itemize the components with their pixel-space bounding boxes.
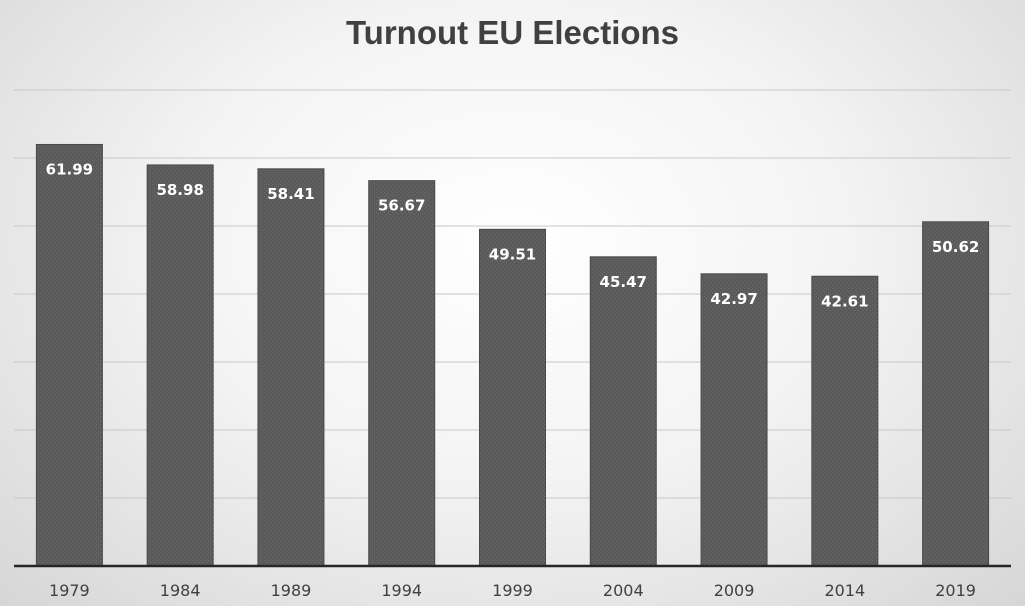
bar-1989 — [257, 168, 325, 567]
data-label-2014: 42.61 — [821, 292, 868, 310]
data-label-2019: 50.62 — [932, 238, 979, 256]
x-tick-label-1984: 1984 — [160, 581, 201, 600]
x-tick-label-2019: 2019 — [935, 581, 976, 600]
x-tick-label-1989: 1989 — [271, 581, 312, 600]
bar-2014 — [811, 275, 879, 567]
bar-2019 — [922, 221, 990, 567]
bar-2004 — [589, 256, 657, 567]
bar-1979 — [35, 143, 103, 567]
data-label-2009: 42.97 — [710, 290, 757, 308]
x-tick-label-1999: 1999 — [492, 581, 533, 600]
data-label-1999: 49.51 — [489, 245, 536, 263]
bar-1994 — [368, 180, 436, 567]
bars — [35, 143, 990, 567]
chart-title: Turnout EU Elections — [345, 14, 680, 51]
data-labels: 61.99 58.98 58.41 56.67 49.51 45.47 42.97 42.61… — [46, 160, 980, 310]
x-tick-label-2009: 2009 — [714, 581, 755, 600]
data-label-1994: 56.67 — [378, 197, 425, 215]
bar-2009 — [700, 273, 768, 567]
x-tick-label-2014: 2014 — [824, 581, 865, 600]
data-label-1989: 58.41 — [267, 185, 314, 203]
bar-1984 — [146, 164, 214, 567]
x-tick-label-1994: 1994 — [381, 581, 422, 600]
bar-1999 — [479, 228, 546, 567]
x-tick-label-2004: 2004 — [603, 581, 644, 600]
data-label-1979: 61.99 — [46, 160, 93, 178]
x-tick-labels: 1979 1984 1989 1994 1999 2004 2009 2014 2019 — [49, 581, 976, 600]
x-tick-label-1979: 1979 — [49, 581, 90, 600]
data-label-2004: 45.47 — [600, 273, 647, 291]
data-label-1984: 58.98 — [156, 181, 203, 199]
